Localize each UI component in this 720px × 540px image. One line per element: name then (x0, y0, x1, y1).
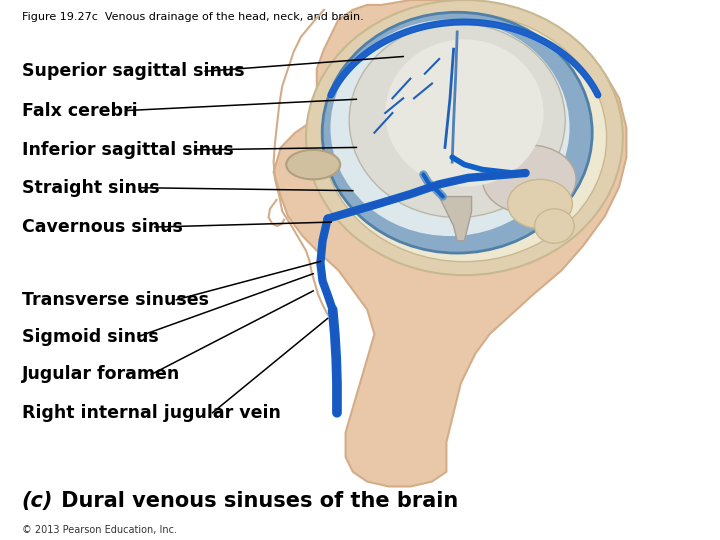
PathPatch shape (439, 197, 472, 241)
Text: Jugular foramen: Jugular foramen (22, 366, 180, 383)
Ellipse shape (323, 14, 606, 262)
Ellipse shape (323, 12, 593, 253)
Ellipse shape (508, 179, 572, 228)
Text: Right internal jugular vein: Right internal jugular vein (22, 404, 281, 422)
Ellipse shape (482, 145, 576, 214)
Text: Figure 19.27c  Venous drainage of the head, neck, and brain.: Figure 19.27c Venous drainage of the hea… (22, 12, 364, 22)
Text: Transverse sinuses: Transverse sinuses (22, 291, 209, 309)
Ellipse shape (329, 18, 571, 237)
Text: Straight sinus: Straight sinus (22, 179, 159, 197)
Ellipse shape (385, 39, 544, 187)
Text: Inferior sagittal sinus: Inferior sagittal sinus (22, 141, 233, 159)
Text: © 2013 Pearson Education, Inc.: © 2013 Pearson Education, Inc. (22, 525, 176, 535)
Ellipse shape (349, 23, 565, 218)
Text: Sigmoid sinus: Sigmoid sinus (22, 328, 158, 346)
Text: Dural venous sinuses of the brain: Dural venous sinuses of the brain (54, 491, 458, 511)
Text: Cavernous sinus: Cavernous sinus (22, 218, 182, 236)
Text: Superior sagittal sinus: Superior sagittal sinus (22, 62, 244, 80)
Text: (c): (c) (22, 491, 53, 511)
Text: Falx cerebri: Falx cerebri (22, 102, 138, 119)
Ellipse shape (534, 209, 575, 243)
Ellipse shape (287, 150, 340, 179)
PathPatch shape (274, 0, 626, 487)
Ellipse shape (306, 0, 623, 275)
